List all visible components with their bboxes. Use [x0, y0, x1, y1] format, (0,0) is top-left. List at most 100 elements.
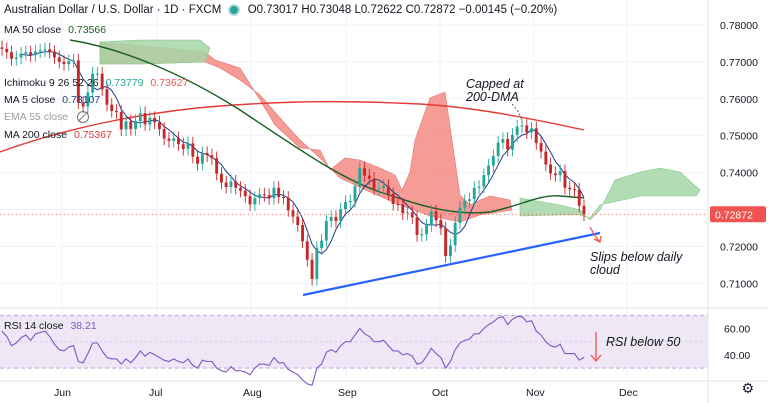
candle-body — [434, 211, 438, 221]
candle-body — [129, 121, 133, 130]
annotation-rsi: RSI below 50 — [606, 335, 680, 349]
price-tick-label: 0.74000 — [720, 168, 758, 180]
candle-body — [76, 60, 80, 103]
candle-body — [220, 173, 223, 183]
cloud-green-region — [519, 167, 701, 221]
candle-body — [477, 186, 481, 188]
price-tick-label: 0.72000 — [720, 242, 758, 254]
legend-ma200[interactable]: MA 200 close 0.75367 — [4, 129, 112, 141]
arrow-down-icon — [590, 332, 602, 363]
candle-body — [162, 129, 166, 139]
candle-body — [577, 189, 581, 206]
candle-body — [453, 222, 457, 246]
legend-rsi-value: 38.21 — [70, 320, 97, 332]
annotation-pointer — [511, 103, 523, 123]
candle-body — [449, 245, 452, 257]
ma5-line — [21, 51, 585, 255]
symbol-title[interactable]: Australian Dollar / U.S. Dollar · 1D · F… — [4, 4, 222, 16]
candle-body — [444, 228, 448, 257]
candle-body — [563, 171, 567, 188]
candle-body — [501, 139, 505, 143]
candle-body — [143, 113, 147, 125]
candle-body — [5, 48, 9, 53]
legend-ichimoku[interactable]: Ichimoku 9 26 52 26 0.73779 0.73627 — [4, 77, 188, 89]
candle-body — [386, 185, 390, 194]
candle-body — [86, 92, 90, 107]
candle-body — [210, 155, 214, 159]
legend-rsi[interactable]: RSI 14 close 38.21 — [4, 320, 97, 332]
legend-rsi-label: RSI 14 close — [4, 320, 64, 332]
price-tag-label: 0.72872 — [715, 209, 753, 221]
axes: 0.78000 0.77000 0.76000 0.75000 0.74000 0.720… — [54, 20, 766, 399]
candle-body — [339, 209, 343, 221]
candle-body — [267, 195, 271, 199]
candle-body — [115, 111, 118, 113]
candle-body — [573, 189, 576, 191]
legend-ma200-label: MA 200 close — [4, 129, 68, 141]
candle-body — [348, 201, 352, 203]
candle-body — [468, 199, 471, 201]
candle-body — [67, 61, 71, 65]
candle-body — [553, 173, 557, 176]
trendline — [0, 213, 708, 297]
candle-body — [458, 207, 462, 223]
legend-ma50[interactable]: MA 50 close 0.73566 — [4, 24, 106, 36]
candle-body — [358, 168, 362, 187]
candle-body — [234, 181, 238, 188]
legend-ema55[interactable]: EMA 55 close — [4, 111, 90, 124]
legend-ma50-value: 0.73566 — [68, 24, 107, 36]
candle-body — [81, 102, 85, 107]
candle-body — [105, 89, 109, 105]
candle-body — [229, 181, 233, 187]
candle-body — [568, 187, 572, 190]
settings-gear-icon[interactable]: ⚙ — [741, 380, 754, 396]
candle-body — [57, 57, 61, 62]
candle-body — [549, 164, 552, 174]
candle-body — [124, 121, 128, 130]
legend-ema55-label: EMA 55 close — [4, 111, 69, 123]
candle-body — [119, 112, 123, 130]
time-tick-label: Dec — [619, 387, 638, 399]
legend-ichimoku-value-1: 0.73779 — [105, 77, 144, 89]
candle-body — [95, 73, 99, 75]
candle-body — [14, 57, 18, 59]
candle-body — [511, 135, 514, 150]
candle-body — [530, 128, 533, 133]
price-tag — [710, 206, 766, 223]
support-trendline — [302, 231, 601, 297]
candle-body — [487, 165, 490, 176]
time-tick-label: Sep — [338, 387, 357, 399]
candle-body — [282, 197, 285, 198]
candle-body — [305, 241, 309, 260]
moving-average-lines — [0, 39, 585, 255]
ma50-line — [69, 39, 585, 214]
annotation-capped-line-2: 200-DMA — [465, 90, 519, 104]
market-status-icon — [230, 5, 239, 14]
candle-body — [215, 158, 219, 174]
candle-body — [19, 53, 23, 58]
visibility-hidden-icon[interactable] — [77, 111, 90, 124]
rsi-tick-label: 60.00 — [724, 324, 750, 336]
annotation-slips-line-2: cloud — [590, 263, 621, 277]
candle-body — [410, 212, 414, 218]
candle-body — [496, 142, 500, 156]
candle-body — [391, 194, 395, 204]
candle-body — [472, 187, 476, 200]
legend-ma5-value: 0.73107 — [62, 94, 101, 106]
time-tick-label: Oct — [432, 387, 448, 399]
price-tick-label: 0.71000 — [720, 278, 758, 290]
candle-body — [110, 104, 114, 111]
rsi-pane — [0, 314, 708, 386]
candle-body — [29, 52, 33, 56]
candle-body — [153, 118, 157, 123]
candle-body — [429, 211, 433, 226]
candle-body — [191, 143, 195, 157]
legend-ma50-label: MA 50 close — [4, 24, 62, 36]
legend-ma5[interactable]: MA 5 close 0.73107 — [4, 94, 100, 106]
candle-body — [72, 60, 75, 62]
candle-body — [320, 240, 324, 248]
annotation-capped-line-1: Capped at — [466, 77, 524, 91]
legend-ma200-value: 0.75367 — [73, 129, 112, 141]
